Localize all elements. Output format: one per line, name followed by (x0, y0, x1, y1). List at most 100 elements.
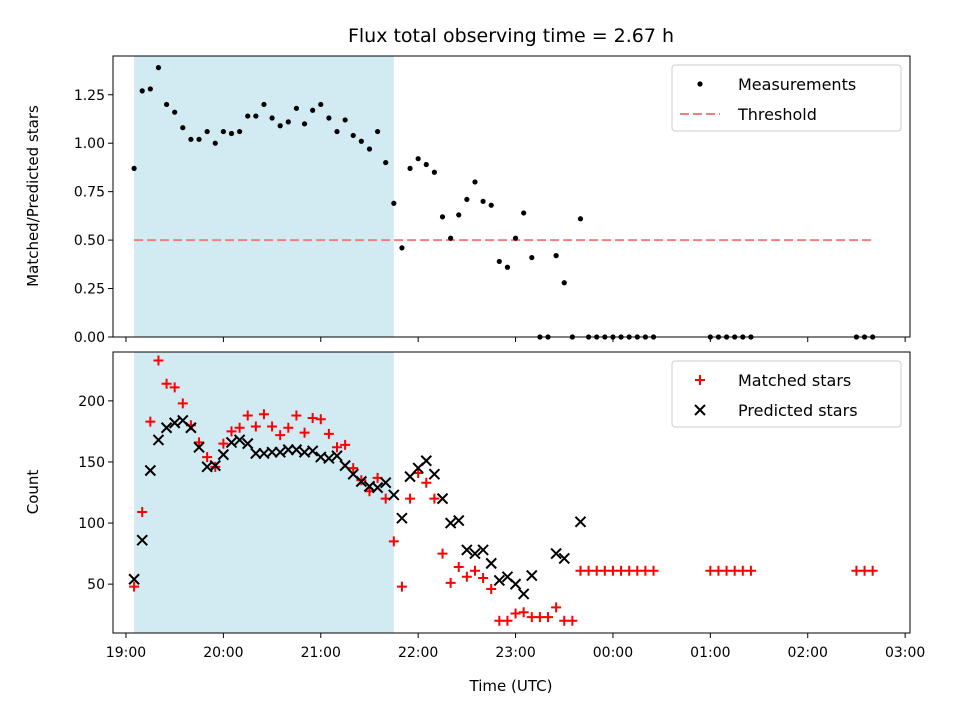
y-tick-label: 100 (78, 516, 105, 532)
x-axis-label: Time (UTC) (469, 677, 553, 695)
matched-star-point (291, 410, 302, 421)
matched-star-point (226, 426, 237, 437)
matched-star-point (267, 421, 278, 432)
x-tick-label: 00:00 (593, 645, 633, 661)
measurement-point (326, 115, 332, 121)
axes-frame (112, 351, 911, 634)
predicted-star-point (331, 450, 343, 462)
measurement-point (228, 130, 235, 137)
measurement-point (301, 121, 308, 127)
measurement-point (131, 165, 137, 171)
x-tick-label: 02:00 (788, 645, 828, 661)
matched-star-point (396, 581, 407, 592)
measurement-point (147, 86, 153, 92)
matched-star-point (234, 422, 245, 433)
predicted-star-point (306, 445, 319, 457)
matched-star-point (461, 571, 472, 582)
measurement-point (245, 113, 251, 119)
legend-x-marker (694, 404, 706, 416)
measurement-point (188, 136, 194, 142)
matched-star-point (242, 410, 253, 421)
matched-star-point (453, 562, 464, 573)
legend-label: Threshold (737, 105, 817, 124)
ratio-y-axis-label: Matched/Predicted stars (24, 105, 42, 287)
predicted-star-point (290, 444, 303, 456)
predicted-star-point (266, 446, 278, 458)
x-tick-label: 03:00 (885, 645, 925, 661)
matched-star-point (502, 615, 513, 626)
y-tick-label: 0.00 (74, 330, 105, 346)
predicted-star-point (428, 468, 441, 480)
measurement-point (407, 165, 413, 171)
matched-star-point (648, 565, 659, 576)
measurement-point (277, 123, 283, 129)
measurement-point (553, 253, 559, 259)
measurement-point (318, 101, 324, 108)
measurement-point (431, 169, 437, 175)
measurement-point (577, 216, 584, 222)
predicted-star-point (152, 434, 165, 446)
predicted-star-point (250, 447, 262, 460)
measurement-point (212, 140, 218, 146)
predicted-star-point (209, 459, 221, 472)
predicted-star-point (420, 455, 432, 467)
matched-star-point (202, 452, 213, 463)
predicted-star-point (233, 434, 246, 446)
predicted-star-point (128, 573, 140, 585)
legend-box (671, 360, 902, 428)
measurement-point (163, 101, 170, 108)
matched-star-point (348, 463, 359, 474)
y-tick-label: 0.75 (74, 185, 105, 201)
legend: Matched stars Predicted stars (671, 360, 902, 428)
x-tick-label: 01:00 (690, 645, 730, 661)
x-tick-label: 22:00 (398, 645, 438, 661)
legend-label: Measurements (738, 75, 856, 94)
x-tick-label: 19:00 (106, 645, 146, 661)
measurement-point (269, 115, 275, 121)
count-y-axis-label: Count (24, 470, 42, 515)
measurement-point (310, 107, 316, 113)
ratio-panel: Flux total observing time = 2.67 h Match… (24, 25, 911, 346)
measurement-point (439, 214, 446, 220)
axes-frame (112, 55, 911, 338)
measurement-point (334, 128, 340, 135)
predicted-star-point (526, 569, 538, 582)
measurement-point (342, 117, 348, 123)
measurement-point (155, 65, 162, 71)
predicted-star-point (461, 544, 473, 556)
matched-star-point (551, 602, 562, 613)
predicted-star-point (469, 547, 481, 560)
matched-star-point (867, 565, 878, 576)
measurement-point (204, 128, 210, 135)
matched-star-point (445, 577, 456, 588)
y-tick-label: 1.00 (74, 136, 105, 152)
measurement-point (448, 235, 454, 241)
predicted-star-point (168, 417, 181, 429)
predicted-star-point (550, 547, 562, 560)
predicted-star-point (558, 552, 570, 565)
y-tick-label: 150 (78, 455, 105, 471)
y-tick-label: 50 (87, 577, 105, 593)
measurement-point (529, 254, 535, 261)
predicted-star-point (574, 516, 587, 528)
predicted-star-point (517, 588, 530, 600)
measurement-point (415, 156, 421, 162)
predicted-star-point (477, 544, 489, 556)
matched-star-point (388, 536, 399, 547)
shaded-observing-window (134, 56, 394, 337)
measurement-point (512, 235, 519, 241)
measurement-point (488, 202, 494, 208)
predicted-star-point (453, 514, 465, 527)
predicted-star-point (436, 492, 449, 505)
matched-star-point (283, 422, 294, 433)
matched-star-point (543, 612, 554, 623)
measurement-point (285, 119, 291, 125)
count-panel: Count Time (UTC) 50 100 150 200 19:00 20:00 21… (24, 351, 925, 695)
predicted-star-point (144, 464, 157, 477)
predicted-star-point (509, 578, 522, 590)
chart-title: Flux total observing time = 2.67 h (348, 25, 674, 47)
matched-star-point (169, 382, 180, 393)
matched-star-point (510, 608, 521, 619)
matched-star-point (129, 581, 140, 592)
measurement-point (350, 132, 356, 139)
